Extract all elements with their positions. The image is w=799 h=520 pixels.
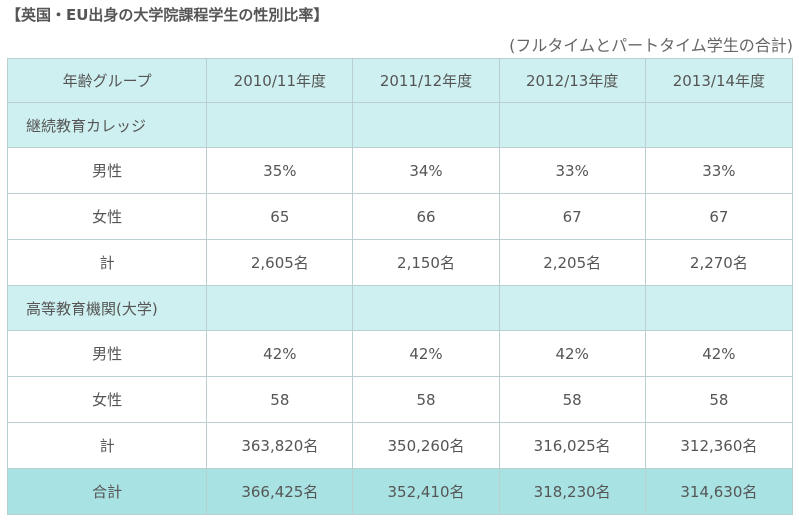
table-cell: 350,260名	[352, 422, 500, 469]
section-cell	[206, 285, 354, 331]
table-row: 男性 42% 42% 42% 42%	[6, 330, 794, 377]
table-cell: 67	[498, 193, 646, 240]
table-cell: 58	[352, 376, 500, 423]
section-cell	[498, 285, 646, 331]
row-label: 女性	[6, 193, 208, 240]
row-label: 計	[6, 422, 208, 469]
table-cell: 316,025名	[498, 422, 646, 469]
section-cell	[498, 102, 646, 148]
table-cell: 42%	[352, 330, 500, 377]
section-cell	[644, 285, 794, 331]
column-header: 2013/14年度	[644, 58, 794, 103]
section-label: 高等教育機関(大学)	[6, 285, 208, 331]
row-label: 男性	[6, 147, 208, 194]
table-cell: 65	[206, 193, 354, 240]
table-cell: 363,820名	[206, 422, 354, 469]
section-cell	[352, 102, 500, 148]
table-cell: 42%	[498, 330, 646, 377]
table-cell: 35%	[206, 147, 354, 194]
gender-ratio-table: 年齢グループ 2010/11年度 2011/12年度 2012/13年度 201…	[6, 58, 794, 515]
row-label: 計	[6, 239, 208, 286]
table-cell: 2,270名	[644, 239, 794, 286]
table-cell: 58	[498, 376, 646, 423]
total-cell: 318,230名	[498, 468, 646, 515]
table-cell: 42%	[644, 330, 794, 377]
table-title: 【英国・EU出身の大学院課程学生の性別比率】	[6, 6, 329, 24]
section-row: 継続教育カレッジ	[6, 102, 794, 148]
table-cell: 2,150名	[352, 239, 500, 286]
total-cell: 314,630名	[644, 468, 794, 515]
column-header: 2011/12年度	[352, 58, 500, 103]
table-cell: 312,360名	[644, 422, 794, 469]
table-row: 計 2,605名 2,150名 2,205名 2,270名	[6, 239, 794, 286]
row-label: 男性	[6, 330, 208, 377]
table-cell: 66	[352, 193, 500, 240]
table-cell: 58	[206, 376, 354, 423]
column-header: 2012/13年度	[498, 58, 646, 103]
table-row: 女性 58 58 58 58	[6, 376, 794, 423]
section-cell	[206, 102, 354, 148]
table-subtitle: (フルタイムとパートタイム学生の合計)	[509, 36, 793, 55]
header-row: 年齢グループ 2010/11年度 2011/12年度 2012/13年度 201…	[6, 58, 794, 103]
section-row: 高等教育機関(大学)	[6, 285, 794, 331]
column-header: 2010/11年度	[206, 58, 354, 103]
table-row: 女性 65 66 67 67	[6, 193, 794, 240]
table-cell: 42%	[206, 330, 354, 377]
column-header: 年齢グループ	[6, 58, 208, 103]
section-cell	[352, 285, 500, 331]
table-cell: 33%	[644, 147, 794, 194]
total-cell: 352,410名	[352, 468, 500, 515]
table-cell: 58	[644, 376, 794, 423]
section-label: 継続教育カレッジ	[6, 102, 208, 148]
section-cell	[644, 102, 794, 148]
table-cell: 33%	[498, 147, 646, 194]
table-row: 計 363,820名 350,260名 316,025名 312,360名	[6, 422, 794, 469]
total-row: 合計 366,425名 352,410名 318,230名 314,630名	[6, 468, 794, 515]
row-label: 女性	[6, 376, 208, 423]
total-label: 合計	[6, 468, 208, 515]
total-cell: 366,425名	[206, 468, 354, 515]
table-cell: 34%	[352, 147, 500, 194]
table-cell: 67	[644, 193, 794, 240]
table-row: 男性 35% 34% 33% 33%	[6, 147, 794, 194]
table-cell: 2,605名	[206, 239, 354, 286]
table-cell: 2,205名	[498, 239, 646, 286]
